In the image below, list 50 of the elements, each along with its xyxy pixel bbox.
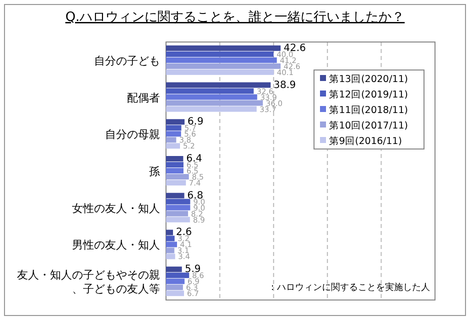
bar: [166, 45, 281, 51]
bar: [166, 57, 277, 63]
legend-label: 第12回(2019/11): [329, 88, 408, 100]
bar: [166, 230, 173, 236]
bar: [166, 174, 189, 180]
data-label: 38.9: [274, 80, 296, 91]
bar: [166, 180, 186, 186]
y-tick-label: 配偶者: [127, 91, 160, 104]
bar: [166, 156, 184, 162]
y-tick-label: 自分の子ども: [94, 54, 160, 68]
bar: [166, 51, 274, 57]
bar: [166, 168, 184, 174]
bar: [166, 236, 175, 242]
bar: [166, 94, 258, 100]
bar: [166, 284, 183, 290]
bar: [166, 192, 184, 198]
bar: [166, 266, 182, 272]
bar: [166, 82, 271, 88]
bar: [166, 204, 190, 210]
legend-label: 第11回(2018/11): [329, 104, 408, 116]
bar: [166, 272, 190, 278]
bar: [166, 210, 188, 216]
chart-title: Q.ハロウィンに関することを、誰と一緒に行いましたか？: [65, 10, 405, 25]
bar: [166, 143, 180, 149]
legend-label: 第10回(2017/11): [329, 120, 408, 132]
legend-label: 第13回(2020/11): [329, 73, 408, 85]
bar: [166, 137, 176, 143]
y-tick-label: 女性の友人・知人: [72, 202, 160, 215]
bar: [166, 198, 190, 204]
bar: [166, 88, 254, 94]
bar: [166, 216, 190, 222]
y-tick-label: 自分の母親: [105, 128, 160, 142]
y-tick-label: 孫: [149, 165, 160, 178]
legend-label: 第9回(2016/11): [329, 135, 402, 147]
bar: [166, 100, 263, 106]
bar: [166, 242, 178, 248]
bar: [166, 119, 185, 125]
bar: [166, 290, 184, 296]
bar: [166, 162, 184, 168]
bar: [166, 69, 274, 75]
bar: [166, 125, 182, 131]
bar: [166, 254, 176, 260]
bar: [166, 106, 257, 112]
annotation: ：ハロウィンに関することを実施した人: [268, 282, 430, 293]
y-tick-label: 男性の友人・知人: [72, 238, 160, 252]
bar: [166, 248, 174, 254]
bar: [166, 278, 185, 284]
bar: [166, 63, 281, 69]
bar: [166, 131, 182, 137]
y-tick-label: 友人・知人の子どもやその親、子どもの友人等: [17, 268, 160, 296]
